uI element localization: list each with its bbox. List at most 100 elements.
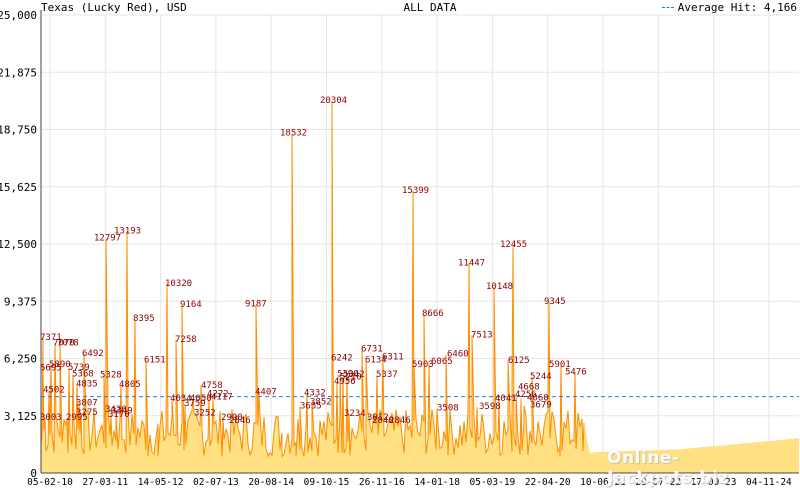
data-label: 4407 (255, 387, 277, 397)
data-label: 7070 (53, 338, 75, 348)
x-tick-label: 14-01-18 (414, 477, 460, 488)
data-label: 4332 (304, 389, 326, 399)
data-label: 9345 (544, 297, 566, 307)
data-label: 3012 (367, 413, 389, 423)
data-label: 3349 (111, 407, 133, 417)
data-label: 5368 (72, 370, 94, 380)
data-label: 3508 (437, 404, 459, 414)
watermark: Online-Jackpots.biz (607, 448, 729, 488)
legend: Average Hit: 4,166 (661, 1, 797, 14)
x-tick-label: 05-02-10 (27, 477, 73, 488)
y-tick-label: 9,375 (4, 295, 37, 308)
data-label: 4502 (43, 386, 65, 396)
data-label: 4668 (518, 382, 540, 392)
data-label: 3759 (184, 399, 206, 409)
x-tick-label: 17-09-23 (691, 477, 737, 488)
x-tick-label: 10-06-21 (580, 477, 626, 488)
data-label: 7513 (471, 330, 493, 340)
x-tick-label: 20-08-14 (248, 477, 294, 488)
data-label: 2990 (221, 413, 243, 423)
average-line-swatch (661, 7, 674, 8)
legend-average-label: Average Hit: 4,166 (677, 1, 797, 14)
data-label: 5695 (40, 364, 62, 374)
y-tick-label: 3,125 (4, 410, 37, 423)
x-tick-label: 02-07-13 (193, 477, 239, 488)
data-label: 6731 (361, 345, 383, 355)
data-label: 20304 (320, 96, 347, 106)
data-label: 8395 (133, 314, 155, 324)
x-tick-label: 05-03-19 (470, 477, 516, 488)
data-label: 13193 (114, 226, 141, 236)
data-label: 3234 (344, 409, 366, 419)
data-label: 5903 (412, 360, 434, 370)
data-label: 2995 (66, 413, 88, 423)
data-label: 5739 (68, 363, 90, 373)
x-tick-label: 22-04-20 (525, 477, 571, 488)
chart-subtitle: Texas (Lucky Red), USD (41, 1, 187, 14)
data-label: 4835 (76, 379, 98, 389)
data-label: 7371 (40, 333, 62, 343)
data-label: 3598 (479, 402, 501, 412)
data-label: 5890 (49, 360, 71, 370)
data-label: 4805 (119, 380, 141, 390)
y-tick-label: 18,750 (0, 124, 37, 137)
data-label: 3275 (76, 408, 98, 418)
data-label: 3807 (76, 398, 98, 408)
data-label: 10320 (165, 279, 192, 289)
data-label: 5210 (340, 373, 362, 383)
x-tick-label: 26-11-16 (359, 477, 405, 488)
hits-area-fill (41, 101, 799, 473)
data-label: 6151 (144, 355, 166, 365)
data-label: 4256 (515, 390, 537, 400)
x-tick-labels: 05-02-10 27-03-11 14-05-12 02-07-13 20-08-14… (27, 477, 792, 488)
data-label: 11447 (458, 258, 485, 268)
data-label: 5328 (100, 370, 122, 380)
data-label: 2846 (229, 416, 251, 426)
data-label: 6242 (331, 354, 353, 364)
y-tick-label: 12,500 (0, 238, 37, 251)
data-label: 3170 (108, 410, 130, 420)
data-label: 18532 (280, 128, 307, 138)
data-label: 5244 (530, 372, 552, 382)
x-tick-label: 29-07-22 (635, 477, 681, 488)
data-label: 5337 (376, 370, 398, 380)
data-label: 4117 (211, 393, 233, 403)
hits-area (40, 100, 799, 473)
data-label: 3426 (105, 405, 127, 415)
y-tick-label: 15,625 (0, 181, 37, 194)
x-tick-label: 27-03-11 (82, 477, 128, 488)
data-label: 2846 (389, 416, 411, 426)
data-label: 5342 (343, 370, 365, 380)
chart-title: ALL DATA (403, 1, 457, 14)
data-label: 4034 (170, 394, 192, 404)
grid-lines (41, 14, 799, 473)
data-label: 4758 (201, 381, 223, 391)
x-tick-label: 09-10-15 (304, 477, 350, 488)
data-label: 4041 (495, 394, 517, 404)
data-label: 9187 (245, 300, 267, 310)
data-label: 5476 (565, 368, 587, 378)
data-label: 3252 (194, 408, 216, 418)
data-label: 3003 (40, 413, 62, 423)
data-label: 4050 (190, 394, 212, 404)
axes (40, 10, 799, 474)
data-label: 2840 (372, 416, 394, 426)
y-tick-label: 21,875 (0, 66, 37, 79)
data-label: 5901 (549, 360, 571, 370)
data-label: 15399 (402, 186, 429, 196)
x-tick-label: 14-05-12 (138, 477, 184, 488)
data-label: 12797 (94, 234, 121, 244)
data-label: 8666 (422, 309, 444, 319)
data-label: 3679 (530, 401, 552, 411)
data-label: 6134 (365, 356, 387, 366)
y-tick-label: 6,250 (4, 353, 37, 366)
data-label: 6460 (447, 350, 469, 360)
y-tick-label: 25,000 (0, 9, 37, 22)
data-label: 9164 (180, 300, 202, 310)
data-label: 10148 (486, 282, 513, 292)
data-label: 4956 (334, 377, 356, 387)
data-label: 7078 (57, 338, 79, 348)
data-label: 6311 (382, 352, 404, 362)
